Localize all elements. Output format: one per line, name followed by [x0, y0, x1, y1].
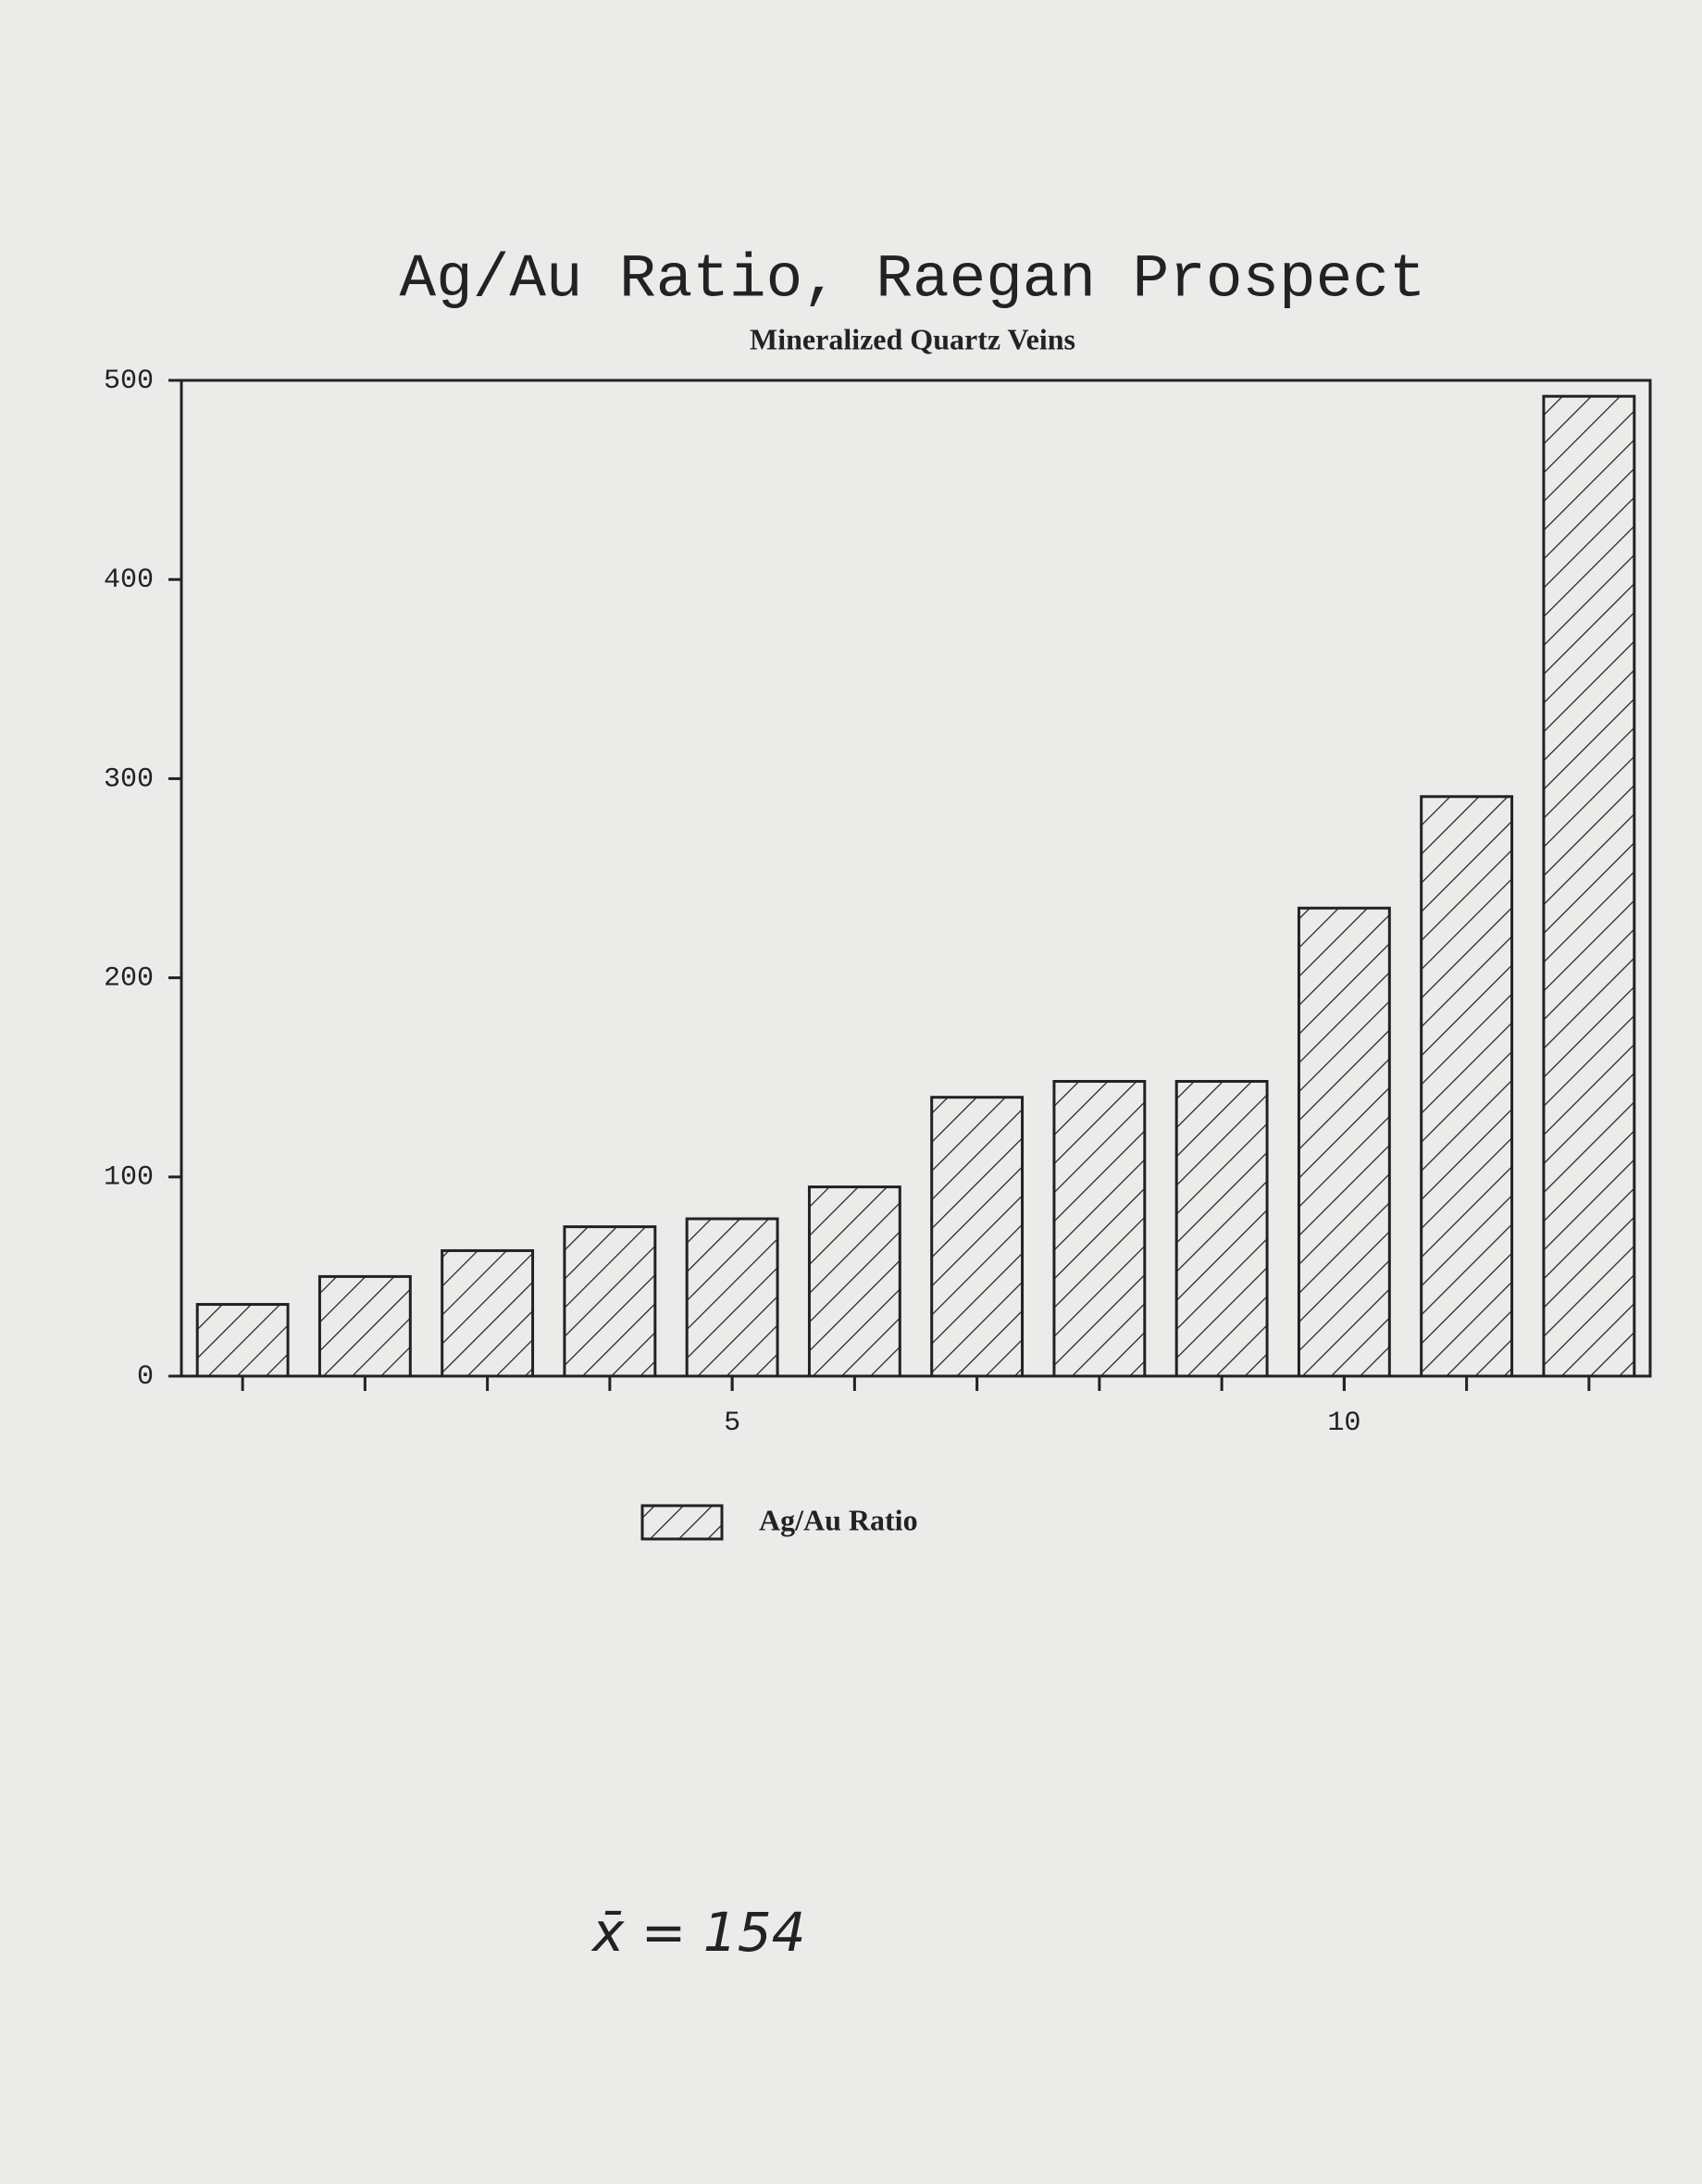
bar — [1542, 394, 1636, 1378]
y-tick-label: 0 — [137, 1361, 154, 1393]
plot-frame — [180, 378, 1652, 1378]
annotation: x̄ = 154 — [590, 1901, 806, 1964]
bar — [317, 1274, 412, 1378]
bar — [685, 1217, 779, 1378]
legend-swatch — [640, 1504, 724, 1541]
y-tick-label: 200 — [104, 963, 154, 995]
x-tick-label: 10 — [1327, 1408, 1360, 1439]
bar — [807, 1185, 901, 1378]
bar — [563, 1225, 657, 1378]
bar — [1297, 906, 1391, 1378]
y-tick-label: 500 — [104, 366, 154, 397]
chart-title: Ag/Au Ratio, Raegan Prospect — [400, 244, 1426, 314]
bar — [195, 1303, 290, 1378]
chart-subtitle: Mineralized Quartz Veins — [750, 322, 1075, 355]
y-tick-label: 300 — [104, 763, 154, 795]
y-tick-label: 400 — [104, 565, 154, 596]
bar — [930, 1096, 1025, 1378]
bar — [441, 1248, 535, 1378]
bar — [1420, 795, 1514, 1378]
x-tick-label: 5 — [724, 1408, 740, 1439]
y-tick-label: 100 — [104, 1162, 154, 1194]
bar — [1052, 1080, 1147, 1378]
legend: Ag/Au Ratio — [640, 1503, 918, 1541]
bar — [1174, 1080, 1269, 1378]
legend-label: Ag/Au Ratio — [759, 1503, 918, 1536]
